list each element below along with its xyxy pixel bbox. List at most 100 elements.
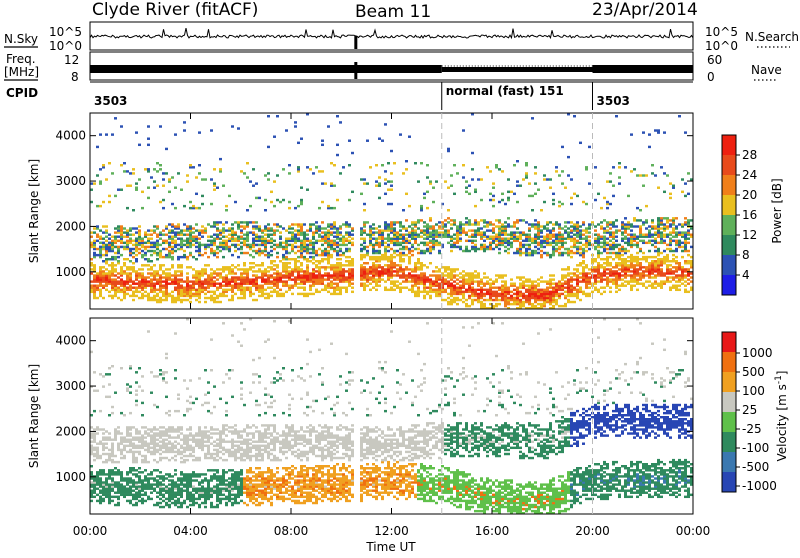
heatmap-cell — [153, 283, 156, 285]
nsky-trace — [90, 28, 693, 49]
heatmap-cell — [393, 280, 396, 282]
heatmap-cell — [396, 221, 399, 223]
heatmap-cell — [180, 289, 183, 291]
heatmap-cell — [405, 254, 408, 256]
heatmap-cell — [624, 223, 627, 225]
heatmap-cell — [330, 293, 333, 295]
heatmap-cell — [546, 252, 549, 254]
heatmap-cell — [288, 270, 291, 272]
heatmap-cell — [327, 125, 330, 127]
heatmap-cell — [384, 221, 387, 223]
heatmap-cell — [399, 264, 402, 266]
heatmap-cell — [507, 287, 510, 289]
heatmap-cell — [585, 264, 588, 266]
heatmap-cell — [195, 299, 198, 301]
heatmap-cell — [129, 238, 132, 240]
heatmap-cell — [645, 274, 648, 276]
heatmap-cell — [144, 246, 147, 248]
heatmap-cell — [600, 207, 603, 209]
heatmap-cell — [666, 258, 669, 260]
heatmap-cell — [126, 207, 129, 209]
heatmap-cell — [105, 248, 108, 250]
heatmap-cell — [165, 278, 168, 280]
heatmap-cell — [465, 240, 468, 242]
heatmap-cell — [432, 283, 435, 285]
heatmap-cell — [525, 254, 528, 256]
heatmap-cell — [429, 274, 432, 276]
heatmap-cell — [465, 248, 468, 250]
heatmap-cell — [387, 229, 390, 231]
heatmap-cell — [333, 164, 336, 166]
heatmap-cell — [285, 238, 288, 240]
heatmap-cell — [216, 246, 219, 248]
colorbar-tick-label: 20 — [742, 188, 757, 202]
heatmap-cell — [177, 231, 180, 233]
heatmap-cell — [588, 223, 591, 225]
heatmap-cell — [267, 278, 270, 280]
heatmap-cell — [474, 189, 477, 191]
heatmap-cell — [639, 283, 642, 285]
heatmap-cell — [273, 244, 276, 246]
heatmap-cell — [462, 291, 465, 293]
heatmap-cell — [588, 182, 591, 184]
heatmap-cell — [552, 229, 555, 231]
heatmap-cell — [228, 266, 231, 268]
heatmap-cell — [198, 301, 201, 303]
heatmap-cell — [423, 250, 426, 252]
heatmap-cell — [129, 229, 132, 231]
heatmap-cell — [258, 229, 261, 231]
heatmap-cell — [315, 260, 318, 262]
heatmap-cell — [102, 483, 105, 485]
heatmap-cell — [456, 278, 459, 280]
heatmap-cell — [435, 266, 438, 268]
heatmap-cell — [669, 264, 672, 266]
heatmap-cell — [273, 136, 276, 138]
heatmap-cell — [477, 280, 480, 282]
colorbar-tick-label: 24 — [742, 168, 757, 182]
heatmap-cell — [165, 248, 168, 250]
heatmap-cell — [369, 283, 372, 285]
heatmap-cell — [402, 280, 405, 282]
heatmap-cell — [405, 248, 408, 250]
heatmap-cell — [129, 502, 132, 504]
heatmap-cell — [633, 264, 636, 266]
heatmap-cell — [192, 205, 195, 207]
heatmap-cell — [174, 250, 177, 252]
heatmap-cell — [129, 500, 132, 502]
heatmap-cell — [495, 225, 498, 227]
heatmap-cell — [330, 162, 333, 164]
heatmap-cell — [468, 289, 471, 291]
heatmap-cell — [684, 223, 687, 225]
heatmap-cell — [360, 283, 363, 285]
heatmap-cell — [531, 289, 534, 291]
heatmap-cell — [159, 283, 162, 285]
heatmap-cell — [537, 242, 540, 244]
heatmap-cell — [252, 234, 255, 236]
heatmap-cell — [363, 266, 366, 268]
heatmap-cell — [348, 268, 351, 270]
heatmap-cell — [486, 293, 489, 295]
heatmap-cell — [141, 240, 144, 242]
heatmap-cell — [210, 268, 213, 270]
heatmap-cell — [159, 231, 162, 233]
heatmap-cell — [309, 278, 312, 280]
heatmap-cell — [318, 170, 321, 172]
heatmap-cell — [339, 244, 342, 246]
heatmap-cell — [447, 217, 450, 219]
heatmap-cell — [246, 272, 249, 274]
heatmap-cell — [186, 225, 189, 227]
heatmap-cell — [375, 244, 378, 246]
heatmap-cell — [387, 203, 390, 205]
heatmap-cell — [426, 278, 429, 280]
heatmap-cell — [102, 449, 105, 451]
heatmap-cell — [498, 201, 501, 203]
heatmap-cell — [672, 258, 675, 260]
heatmap-cell — [468, 185, 471, 187]
heatmap-cell — [666, 244, 669, 246]
heatmap-cell — [654, 264, 657, 266]
heatmap-cell — [474, 234, 477, 236]
heatmap-cell — [561, 254, 564, 256]
heatmap-cell — [609, 231, 612, 233]
heatmap-cell — [474, 280, 477, 282]
heatmap-cell — [108, 498, 111, 500]
